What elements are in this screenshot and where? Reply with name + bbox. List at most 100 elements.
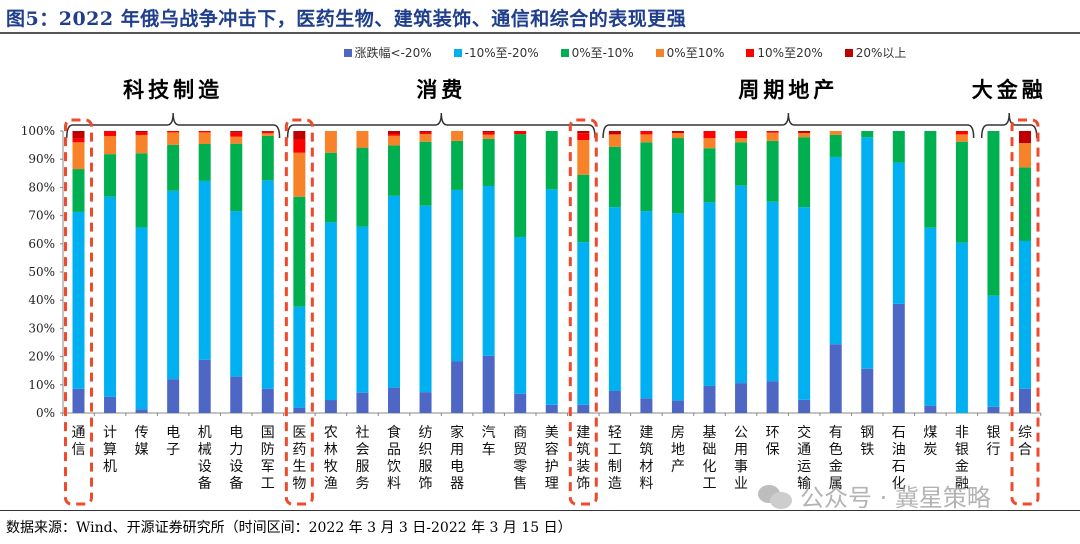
x-category-label: 林 (324, 442, 338, 458)
x-category-label: 护 (545, 459, 559, 475)
x-category-label: 理 (545, 476, 559, 492)
x-category-label: 装 (576, 459, 590, 475)
x-category-label: 品 (387, 442, 401, 458)
x-category-label: 铁 (860, 442, 874, 458)
y-tick-label: 10% (28, 378, 55, 392)
x-category-label: 器 (450, 476, 464, 492)
group-brace (980, 112, 1038, 139)
x-category-label: 造 (608, 476, 622, 492)
x-category-label: 煤 (923, 425, 937, 441)
y-tick-label: 70% (28, 209, 55, 223)
y-tick-label: 40% (28, 293, 55, 307)
x-category-label: 通 (72, 425, 86, 441)
legend-label: 涨跌幅<-20% (354, 46, 432, 60)
y-tick-label: 20% (28, 350, 55, 364)
legend-label: -10%至-20% (464, 46, 539, 60)
x-category-label: 属 (829, 476, 843, 492)
x-category-label: 业 (734, 476, 748, 492)
y-tick-label: 90% (28, 152, 55, 166)
x-category-label: 电 (450, 459, 464, 475)
x-category-label: 础 (703, 442, 717, 458)
highlight-box (64, 118, 93, 506)
x-category-label: 有 (829, 425, 843, 441)
bar-传媒 (135, 131, 148, 413)
highlight-box (284, 118, 314, 506)
x-category-label: 服 (419, 459, 433, 475)
x-category-label: 输 (797, 476, 811, 492)
x-category-label: 汽 (482, 425, 496, 441)
x-category-label: 工 (608, 442, 622, 458)
legend-swatch (746, 48, 755, 57)
bar-非银金融 (955, 131, 968, 413)
stacked-bar-chart: 0%10%20%30%40%50%60%70%80%90%100%通信计算机传媒… (21, 112, 1042, 506)
x-category-label: 运 (797, 459, 811, 475)
x-category-label: 金 (955, 459, 969, 475)
bar-煤炭 (924, 131, 937, 413)
group-label: 大金融 (971, 78, 1047, 102)
x-category-label: 合 (1018, 442, 1032, 458)
x-category-label: 渔 (324, 476, 338, 492)
bar-农林牧渔 (324, 131, 337, 413)
bar-公用事业 (735, 131, 748, 413)
x-category-label: 行 (986, 442, 1000, 458)
x-category-label: 子 (166, 442, 180, 458)
bar-纺织服饰 (419, 131, 432, 413)
x-category-label: 饰 (576, 476, 590, 492)
x-category-label: 农 (324, 425, 338, 441)
x-category-label: 械 (198, 442, 212, 458)
bar-国防军工 (261, 131, 274, 413)
y-tick-label: 50% (28, 265, 55, 279)
x-category-label: 工 (261, 476, 275, 492)
x-category-label: 房 (671, 425, 685, 441)
y-tick-label: 100% (21, 124, 55, 138)
x-category-label: 备 (198, 475, 212, 492)
bar-电力设备 (230, 131, 243, 413)
legend-item: 20%以上 (844, 44, 906, 61)
x-category-label: 力 (229, 442, 243, 458)
x-category-label: 饮 (387, 459, 401, 475)
x-category-label: 料 (387, 476, 401, 492)
x-category-label: 用 (734, 442, 748, 458)
group-brace (286, 112, 596, 139)
bar-机械设备 (198, 131, 211, 413)
x-category-label: 环 (766, 425, 780, 441)
group-brace (602, 112, 975, 139)
x-category-label: 基 (703, 424, 717, 441)
x-category-label: 电 (229, 425, 243, 441)
data-source-note: 数据来源：Wind、开源证券研究所（时间区间：2022 年 3 月 3 日-20… (6, 520, 572, 536)
x-category-label: 钢 (860, 425, 874, 441)
x-category-label: 纺 (419, 425, 433, 441)
x-category-label: 油 (892, 442, 906, 458)
legend-item: 涨跌幅<-20% (343, 44, 432, 61)
x-category-label: 计 (103, 425, 117, 441)
x-category-label: 化 (892, 476, 906, 492)
x-category-label: 石 (892, 459, 906, 475)
x-category-label: 制 (608, 459, 622, 475)
x-category-label: 设 (198, 459, 212, 475)
x-category-label: 军 (261, 459, 275, 475)
y-tick-label: 60% (28, 237, 55, 251)
x-category-label: 地 (671, 442, 685, 458)
x-category-label: 材 (639, 459, 653, 475)
x-category-label: 石 (892, 425, 906, 441)
legend-swatch (343, 48, 352, 57)
x-category-label: 通 (797, 442, 811, 458)
x-category-label: 售 (513, 476, 527, 492)
x-category-label: 用 (450, 442, 464, 458)
x-category-label: 银 (955, 442, 969, 458)
highlight-box (1010, 118, 1040, 506)
bar-银行 (987, 131, 1000, 413)
bar-商贸零售 (514, 131, 527, 413)
bar-汽车 (482, 131, 495, 413)
legend-item: 10%至20% (746, 44, 823, 61)
x-category-label: 零 (513, 459, 527, 475)
x-category-label: 织 (419, 442, 433, 458)
chart-legend: 涨跌幅<-20% -10%至-20% 0%至-10% 0%至10% 10%至20% 20%… (0, 44, 1080, 61)
x-category-label: 贸 (513, 442, 527, 458)
x-category-label: 筑 (576, 442, 590, 458)
x-category-label: 产 (671, 459, 685, 475)
legend-label: 10%至20% (757, 46, 823, 60)
watermark-text: 公众号 · 冀星策略 (800, 484, 991, 512)
wechat-icon (758, 483, 794, 509)
title-divider (0, 32, 1080, 34)
